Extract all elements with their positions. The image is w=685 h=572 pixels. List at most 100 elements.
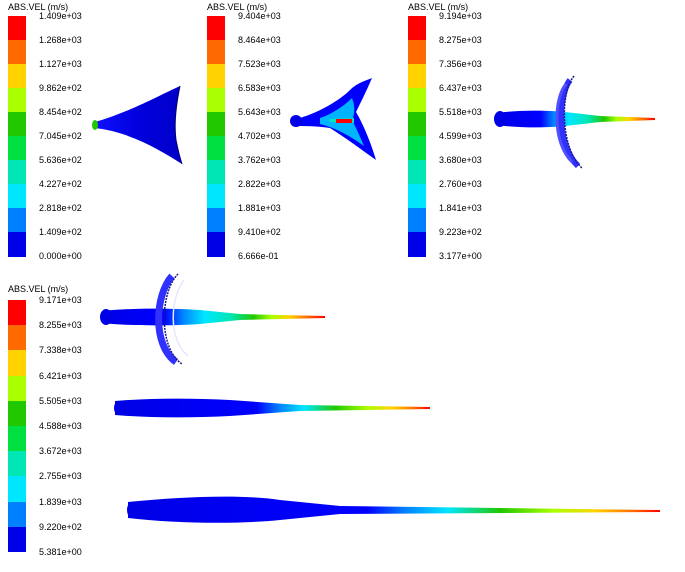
legend-title: ABS.VEL (m/s) — [8, 2, 69, 12]
legend-tick-label: 3.680e+03 — [439, 155, 482, 165]
color-segment — [8, 40, 26, 65]
legend-tick-label: 9.862e+02 — [39, 83, 82, 93]
color-segment — [408, 184, 426, 209]
color-segment — [408, 136, 426, 161]
legend-panel-1: ABS.VEL (m/s) 1.409e+03 1.268e+03 1.127e+0… — [8, 2, 93, 264]
legend-tick-label: 8.275e+03 — [439, 35, 482, 45]
legend-panel-3: ABS.VEL (m/s) 9.194e+03 8.275e+03 7.356e+0… — [408, 2, 493, 264]
legend-tick-label: 1.127e+03 — [39, 59, 82, 69]
color-segment — [408, 16, 426, 41]
legend-tick-label: 5.518e+03 — [439, 107, 482, 117]
color-bar — [207, 16, 225, 257]
color-segment — [408, 208, 426, 233]
color-segment — [8, 136, 26, 161]
legend-tick-label: 7.523e+03 — [238, 59, 281, 69]
color-bar — [8, 16, 26, 257]
legend-tick-label: 9.220e+02 — [39, 521, 82, 532]
legend-title: ABS.VEL (m/s) — [8, 284, 69, 294]
color-segment — [207, 232, 225, 257]
color-segment — [408, 112, 426, 137]
legend-panel-4: ABS.VEL (m/s) 9.171e+03 8.255e+03 7.338e+0… — [8, 284, 93, 562]
legend-tick-label: 9.194e+03 — [439, 11, 482, 21]
legend-tick-label: 1.839e+03 — [39, 496, 82, 507]
color-segment — [207, 40, 225, 65]
legend-title: ABS.VEL (m/s) — [408, 2, 469, 12]
color-segment — [408, 64, 426, 89]
legend-tick-label: 4.588e+03 — [39, 421, 82, 431]
legend-tick-label: 6.583e+03 — [238, 83, 281, 93]
color-segment — [207, 136, 225, 161]
legend-tick-label: 8.255e+03 — [39, 320, 82, 331]
legend-tick-label: 6.437e+03 — [439, 83, 482, 93]
legend-tick-label: 7.045e+02 — [39, 131, 82, 141]
legend-tick-label: 1.881e+03 — [238, 203, 281, 213]
color-segment — [207, 64, 225, 89]
color-segment — [207, 208, 225, 233]
legend-tick-label: 6.666e-01 — [238, 251, 279, 261]
legend-tick-label: 4.599e+03 — [439, 131, 482, 141]
color-segment — [8, 300, 26, 326]
color-segment — [8, 501, 26, 528]
color-segment — [8, 400, 26, 427]
color-segment — [8, 160, 26, 185]
legend-tick-label: 2.760e+03 — [439, 179, 482, 189]
color-segment — [8, 208, 26, 233]
color-segment — [8, 184, 26, 209]
legend-tick-label: 4.227e+02 — [39, 179, 82, 189]
color-segment — [8, 112, 26, 137]
color-segment — [8, 64, 26, 89]
legend-tick-label: 1.409e+02 — [39, 227, 82, 237]
legend-tick-label: 5.643e+03 — [238, 107, 281, 117]
legend-tick-label: 2.755e+03 — [39, 471, 82, 482]
jet-view-4a — [100, 273, 325, 365]
legend-tick-label: 5.636e+02 — [39, 155, 82, 165]
legend-tick-label: 3.177e+00 — [439, 251, 482, 261]
color-segment — [8, 375, 26, 402]
legend-tick-label: 1.409e+03 — [39, 11, 82, 21]
color-segment — [8, 350, 26, 377]
legend-tick-label: 8.454e+02 — [39, 107, 82, 117]
legend-tick-label: 1.841e+03 — [439, 203, 482, 213]
color-segment — [408, 40, 426, 65]
liner-view-1 — [92, 85, 183, 165]
legend-tick-label: 0.000e+00 — [39, 251, 82, 261]
legend-tick-label: 2.818e+02 — [39, 203, 82, 213]
legend-tick-label: 9.410e+02 — [238, 227, 281, 237]
color-segment — [8, 16, 26, 41]
legend-tick-label: 4.702e+03 — [238, 131, 281, 141]
color-bar — [8, 300, 26, 553]
legend-tick-label: 2.822e+03 — [238, 179, 281, 189]
legend-tick-label: 8.464e+03 — [238, 35, 281, 45]
legend-tick-label: 7.338e+03 — [39, 345, 82, 356]
legend-title: ABS.VEL (m/s) — [207, 2, 268, 12]
legend-tick-label: 9.404e+03 — [238, 11, 281, 21]
jet-view-3 — [494, 75, 655, 169]
jet-view-4b — [114, 398, 430, 418]
legend-tick-label: 5.505e+03 — [39, 395, 82, 406]
color-segment — [8, 476, 26, 503]
liner-view-2 — [290, 78, 376, 160]
color-segment — [207, 16, 225, 41]
color-bar — [408, 16, 426, 257]
legend-tick-label: 9.223e+02 — [439, 227, 482, 237]
legend-tick-label: 6.421e+03 — [39, 370, 82, 381]
legend-tick-label: 3.762e+03 — [238, 155, 281, 165]
legend-panel-2: ABS.VEL (m/s) 9.404e+03 8.464e+03 7.523e+0… — [207, 2, 292, 264]
color-segment — [8, 451, 26, 477]
color-segment — [408, 232, 426, 257]
legend-tick-label: 1.268e+03 — [39, 35, 82, 45]
legend-tick-label: 7.356e+03 — [439, 59, 482, 69]
color-segment — [207, 160, 225, 185]
color-segment — [408, 88, 426, 113]
jet-view-4c — [127, 496, 660, 523]
color-segment — [8, 88, 26, 113]
legend-tick-label: 3.672e+03 — [39, 446, 82, 457]
color-segment — [8, 325, 26, 351]
color-segment — [8, 232, 26, 257]
color-segment — [207, 184, 225, 209]
color-segment — [207, 112, 225, 137]
color-segment — [8, 526, 26, 553]
color-segment — [207, 88, 225, 113]
color-segment — [8, 426, 26, 452]
